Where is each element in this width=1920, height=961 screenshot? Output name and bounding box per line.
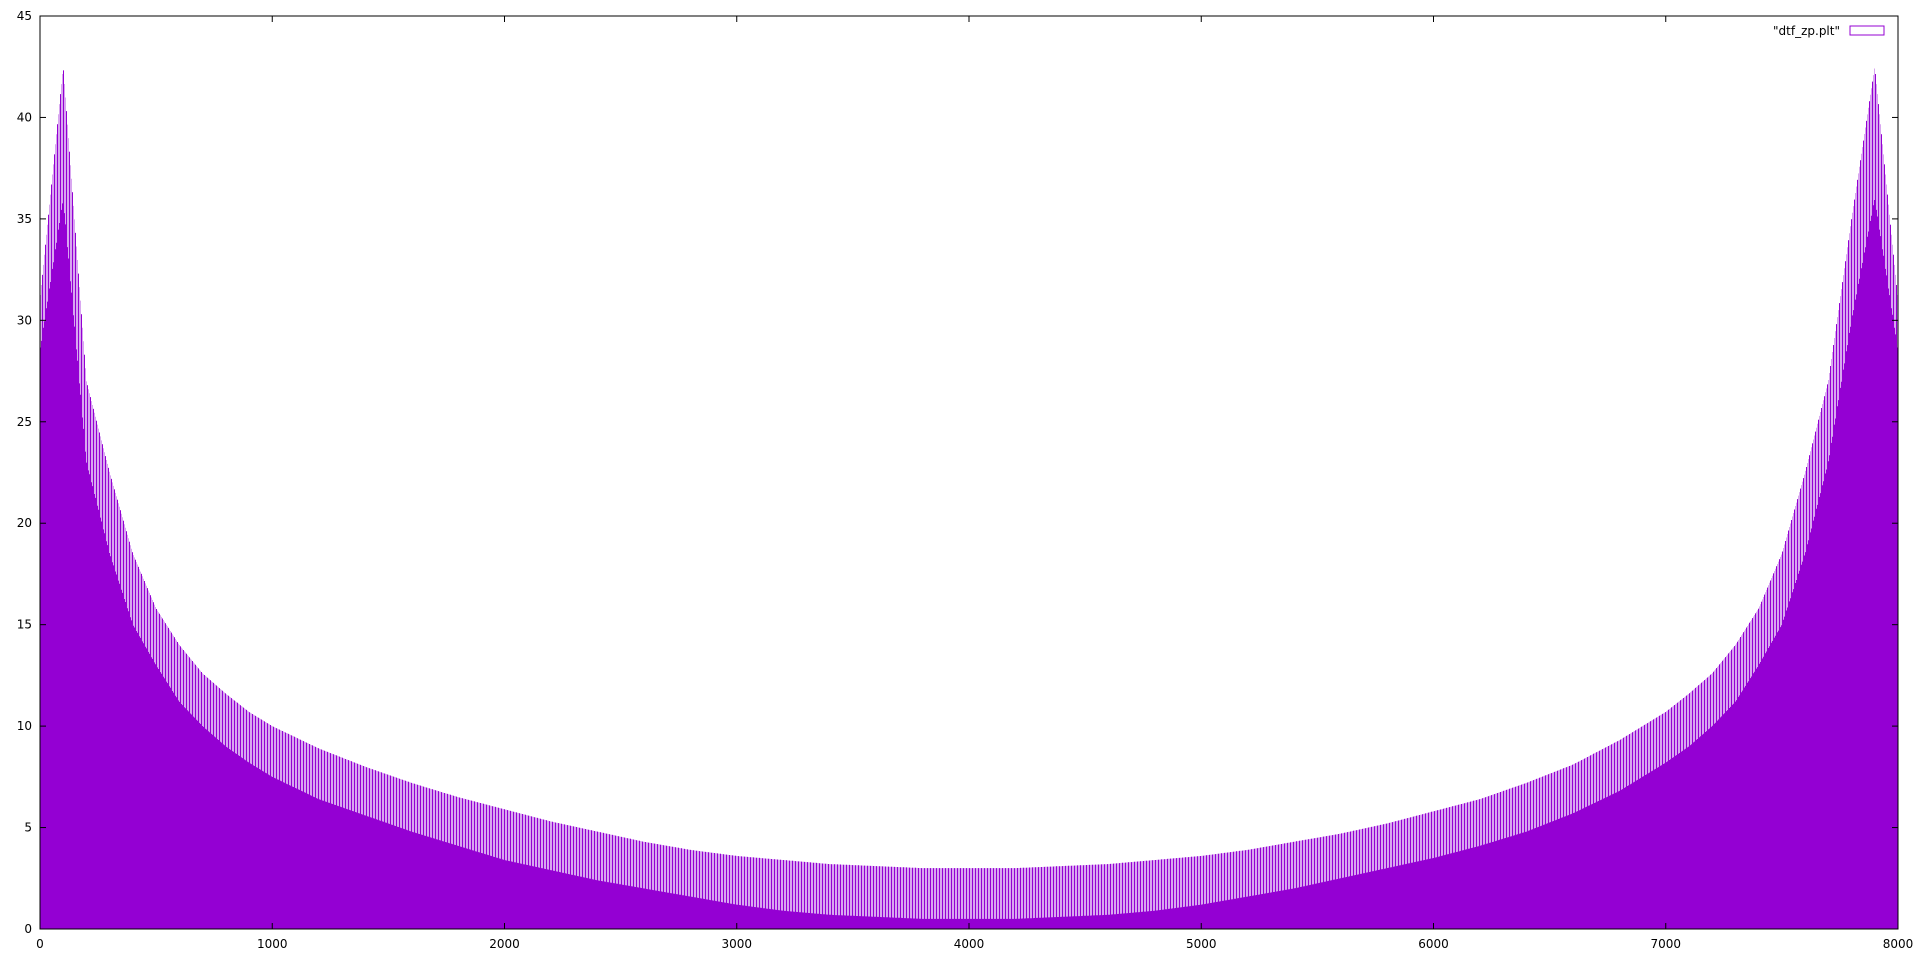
y-tick-label: 40: [17, 110, 32, 124]
x-axis: 0 1000 2000 3000 4000 5000 6000 7000 8000: [36, 16, 1913, 951]
y-tick-label: 15: [17, 618, 32, 632]
impulse-bars: [40, 68, 1898, 929]
x-tick-label: 3000: [721, 937, 752, 951]
y-tick-label: 30: [17, 313, 32, 327]
x-tick-label: 8000: [1883, 937, 1914, 951]
y-tick-label: 5: [24, 821, 32, 835]
y-tick-label: 25: [17, 415, 32, 429]
x-tick-label: 1000: [257, 937, 288, 951]
x-tick-label: 7000: [1650, 937, 1681, 951]
y-tick-label: 20: [17, 516, 32, 530]
legend-label: "dtf_zp.plt": [1773, 24, 1840, 38]
x-tick-label: 4000: [954, 937, 985, 951]
y-tick-label: 45: [17, 9, 32, 23]
x-tick-label: 0: [36, 937, 44, 951]
x-tick-label: 5000: [1186, 937, 1217, 951]
y-axis: 0 5 10 15 20 25 30 35 40 45: [17, 9, 1898, 936]
x-tick-label: 2000: [489, 937, 520, 951]
x-tick-label: 6000: [1418, 937, 1449, 951]
y-tick-label: 0: [24, 922, 32, 936]
y-tick-label: 35: [17, 212, 32, 226]
y-tick-label: 10: [17, 719, 32, 733]
impulse-series: [40, 70, 1898, 929]
legend: "dtf_zp.plt": [1773, 24, 1885, 38]
legend-swatch: [1849, 25, 1885, 36]
